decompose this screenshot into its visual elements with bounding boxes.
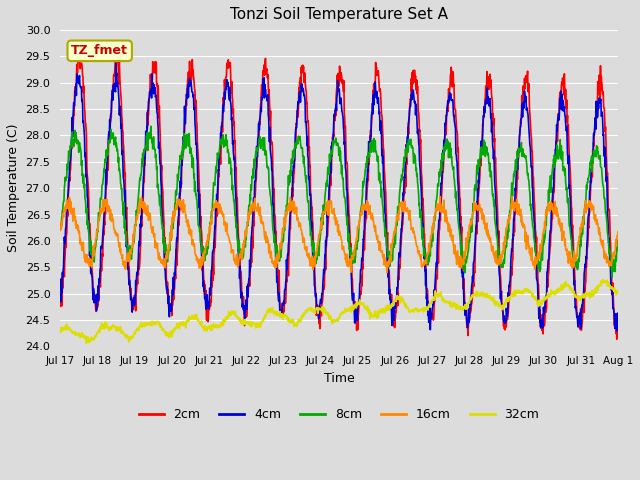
2cm — [614, 319, 622, 325]
32cm — [499, 305, 507, 311]
8cm — [56, 220, 64, 226]
Legend: 2cm, 4cm, 8cm, 16cm, 32cm: 2cm, 4cm, 8cm, 16cm, 32cm — [134, 403, 545, 426]
16cm — [167, 234, 175, 240]
32cm — [599, 276, 607, 282]
4cm — [56, 296, 64, 301]
Line: 32cm: 32cm — [60, 279, 618, 343]
32cm — [83, 340, 90, 346]
Line: 8cm: 8cm — [60, 126, 618, 277]
16cm — [548, 204, 556, 210]
2cm — [426, 323, 434, 328]
Y-axis label: Soil Temperature (C): Soil Temperature (C) — [7, 124, 20, 252]
Text: TZ_fmet: TZ_fmet — [71, 44, 128, 57]
16cm — [426, 242, 434, 248]
32cm — [243, 320, 251, 325]
16cm — [180, 206, 188, 212]
Line: 4cm: 4cm — [60, 64, 618, 331]
32cm — [548, 291, 556, 297]
32cm — [56, 329, 64, 335]
32cm — [180, 322, 188, 327]
2cm — [243, 310, 251, 315]
8cm — [614, 237, 622, 243]
2cm — [56, 291, 64, 297]
4cm — [614, 321, 622, 326]
4cm — [426, 305, 434, 311]
16cm — [508, 193, 516, 199]
4cm — [548, 201, 556, 206]
16cm — [243, 228, 250, 234]
32cm — [426, 300, 434, 306]
Title: Tonzi Soil Temperature Set A: Tonzi Soil Temperature Set A — [230, 7, 448, 22]
8cm — [180, 137, 188, 143]
2cm — [548, 214, 556, 219]
16cm — [499, 248, 507, 253]
Line: 2cm: 2cm — [60, 51, 618, 339]
4cm — [112, 61, 120, 67]
2cm — [613, 336, 621, 342]
8cm — [426, 248, 434, 253]
8cm — [147, 123, 155, 129]
2cm — [180, 132, 188, 137]
2cm — [74, 48, 82, 54]
2cm — [499, 305, 507, 311]
4cm — [499, 309, 507, 315]
8cm — [243, 223, 251, 229]
8cm — [167, 238, 175, 243]
4cm — [180, 103, 188, 109]
Line: 16cm: 16cm — [60, 196, 618, 273]
8cm — [608, 275, 616, 280]
8cm — [548, 170, 556, 176]
32cm — [167, 331, 175, 337]
8cm — [499, 264, 507, 270]
2cm — [167, 308, 175, 313]
16cm — [56, 228, 64, 233]
4cm — [167, 301, 175, 307]
4cm — [613, 328, 621, 334]
32cm — [614, 289, 622, 295]
16cm — [614, 229, 622, 235]
4cm — [243, 300, 251, 306]
X-axis label: Time: Time — [324, 372, 355, 384]
16cm — [383, 270, 391, 276]
